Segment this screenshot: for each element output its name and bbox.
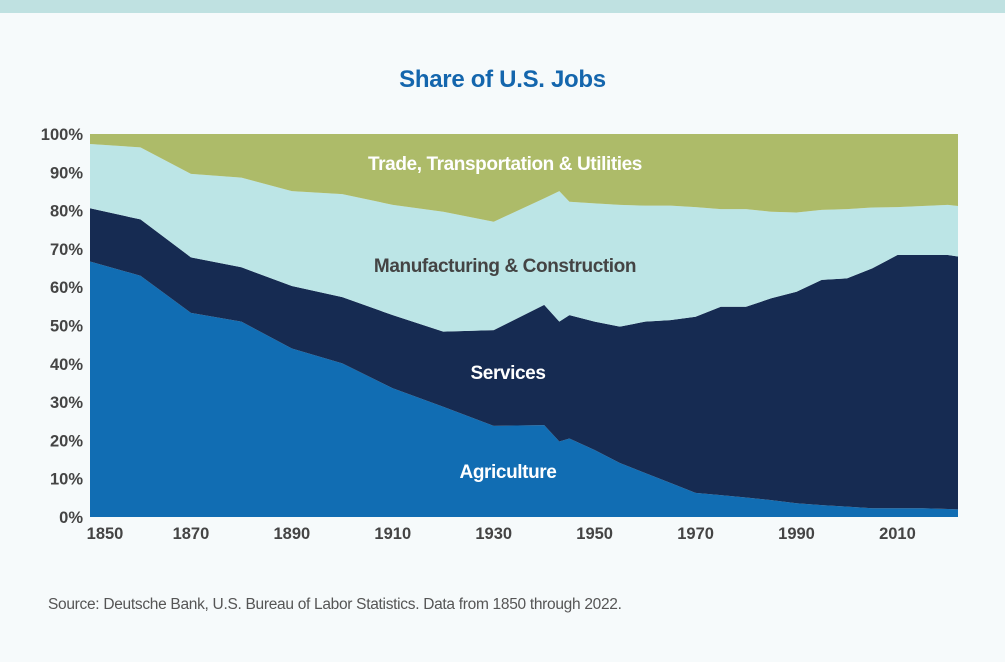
y-tick-label: 60%: [50, 279, 83, 297]
x-tick-label: 1930: [475, 525, 512, 543]
y-tick-label: 0%: [59, 509, 83, 527]
area-trade-transportation-utilities: [90, 134, 958, 222]
x-tick-label: 1950: [576, 525, 613, 543]
x-tick-label: 1870: [173, 525, 210, 543]
x-tick-label: 1970: [677, 525, 714, 543]
y-tick-label: 40%: [50, 356, 83, 374]
y-tick-label: 70%: [50, 241, 83, 259]
x-tick-label: 1990: [778, 525, 815, 543]
area-manufacturing-construction: [90, 143, 958, 332]
y-tick-label: 30%: [50, 394, 83, 412]
series-label: Trade, Transportation & Utilities: [368, 154, 642, 175]
series-label: Manufacturing & Construction: [374, 256, 636, 277]
source-note: Source: Deutsche Bank, U.S. Bureau of La…: [48, 596, 622, 613]
y-tick-label: 100%: [41, 126, 84, 144]
x-tick-label: 1910: [374, 525, 411, 543]
top-band: [0, 0, 1005, 13]
y-tick-label: 20%: [50, 432, 83, 450]
series-label: Agriculture: [460, 462, 557, 483]
y-tick-label: 50%: [50, 318, 83, 336]
series-label: Services: [471, 363, 546, 384]
y-tick-label: 80%: [50, 203, 83, 221]
x-tick-label: 1850: [87, 525, 124, 543]
area-services: [90, 208, 958, 510]
area-agriculture: [90, 261, 958, 517]
x-tick-label: 2010: [879, 525, 916, 543]
y-tick-label: 10%: [50, 471, 83, 489]
chart-title: Share of U.S. Jobs: [399, 66, 606, 93]
y-tick-label: 90%: [50, 164, 83, 182]
x-tick-label: 1890: [274, 525, 311, 543]
